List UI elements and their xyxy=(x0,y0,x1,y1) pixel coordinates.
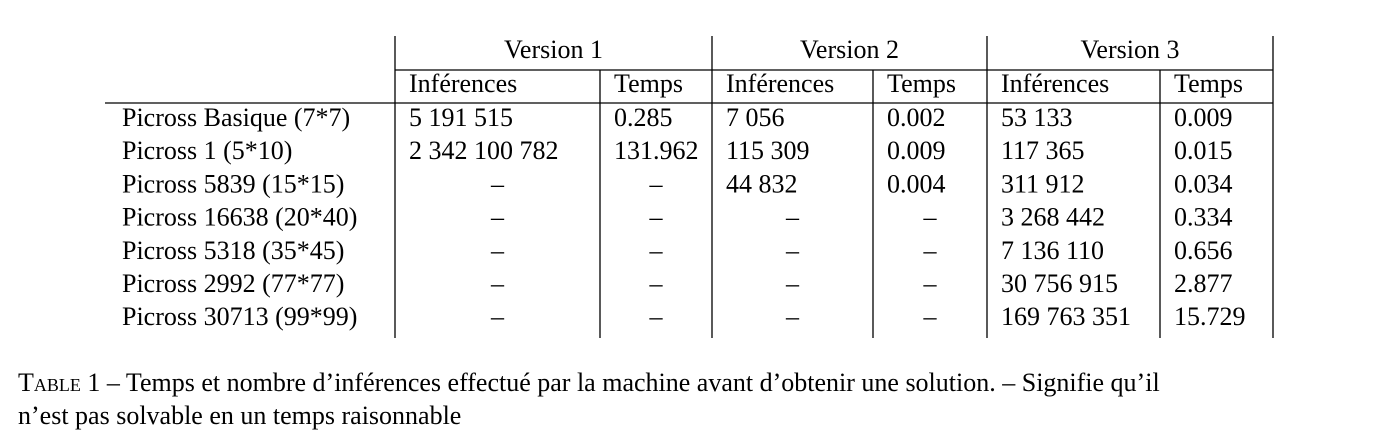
cell: 117 365 xyxy=(1001,136,1085,165)
cell: 0.285 xyxy=(614,103,673,132)
cell: 0.009 xyxy=(887,136,946,165)
cell: 0.034 xyxy=(1174,169,1233,198)
cell: – xyxy=(785,302,800,331)
cell: – xyxy=(649,302,664,331)
cell: 0.334 xyxy=(1174,203,1233,232)
cell: 311 912 xyxy=(1001,169,1085,198)
column-header: Inférences xyxy=(1001,69,1109,98)
cell: 53 133 xyxy=(1001,103,1073,132)
cell: – xyxy=(649,203,664,232)
cell: – xyxy=(490,203,505,232)
cell: – xyxy=(785,203,800,232)
group-header: Version 1 xyxy=(504,35,603,64)
cell: – xyxy=(649,236,664,265)
cell: 0.015 xyxy=(1174,136,1233,165)
column-header: Inférences xyxy=(726,69,834,98)
cell: – xyxy=(923,269,938,298)
cell: – xyxy=(649,169,664,198)
group-header: Version 3 xyxy=(1081,35,1180,64)
cell: 0.009 xyxy=(1174,103,1233,132)
caption-label: Table 1 xyxy=(18,368,101,397)
caption-line: Table 1 – Temps et nombre d’inférences e… xyxy=(18,366,1160,399)
row-label: Picross 1 (5*10) xyxy=(122,136,292,165)
cell: – xyxy=(923,302,938,331)
row-label: Picross 16638 (20*40) xyxy=(122,203,357,232)
cell: 0.004 xyxy=(887,169,946,198)
row-label: Picross 30713 (99*99) xyxy=(122,302,357,331)
row-label: Picross 5839 (15*15) xyxy=(122,169,344,198)
group-header: Version 2 xyxy=(800,35,899,64)
cell: 5 191 515 xyxy=(409,103,513,132)
cell: – xyxy=(490,302,505,331)
cell: 3 268 442 xyxy=(1001,203,1105,232)
caption-text: – Temps et nombre d’inférences effectué … xyxy=(106,368,1160,397)
cell: 115 309 xyxy=(726,136,810,165)
cell: – xyxy=(785,236,800,265)
cell: 0.656 xyxy=(1174,236,1233,265)
cell: – xyxy=(490,269,505,298)
row-label: Picross 2992 (77*77) xyxy=(122,269,344,298)
cell: – xyxy=(490,236,505,265)
cell: – xyxy=(785,269,800,298)
column-header: Temps xyxy=(614,69,683,98)
cell: 30 756 915 xyxy=(1001,269,1118,298)
row-label: Picross Basique (7*7) xyxy=(122,103,350,132)
cell: 15.729 xyxy=(1174,302,1246,331)
caption: Table 1 – Temps et nombre d’inférences e… xyxy=(18,366,1160,432)
cell: 2 342 100 782 xyxy=(409,136,559,165)
cell: 131.962 xyxy=(614,136,699,165)
column-header: Inférences xyxy=(409,69,517,98)
caption-line: n’est pas solvable en un temps raisonnab… xyxy=(18,401,462,430)
cell: 169 763 351 xyxy=(1001,302,1131,331)
cell: – xyxy=(923,236,938,265)
row-label: Picross 5318 (35*45) xyxy=(122,236,344,265)
cell: – xyxy=(490,169,505,198)
cell: 7 136 110 xyxy=(1001,236,1104,265)
column-header: Temps xyxy=(887,69,956,98)
cell: 2.877 xyxy=(1174,269,1233,298)
cell: 0.002 xyxy=(887,103,946,132)
cell: 44 832 xyxy=(726,169,798,198)
column-header: Temps xyxy=(1174,69,1243,98)
cell: – xyxy=(649,269,664,298)
cell: 7 056 xyxy=(726,103,785,132)
cell: – xyxy=(923,203,938,232)
